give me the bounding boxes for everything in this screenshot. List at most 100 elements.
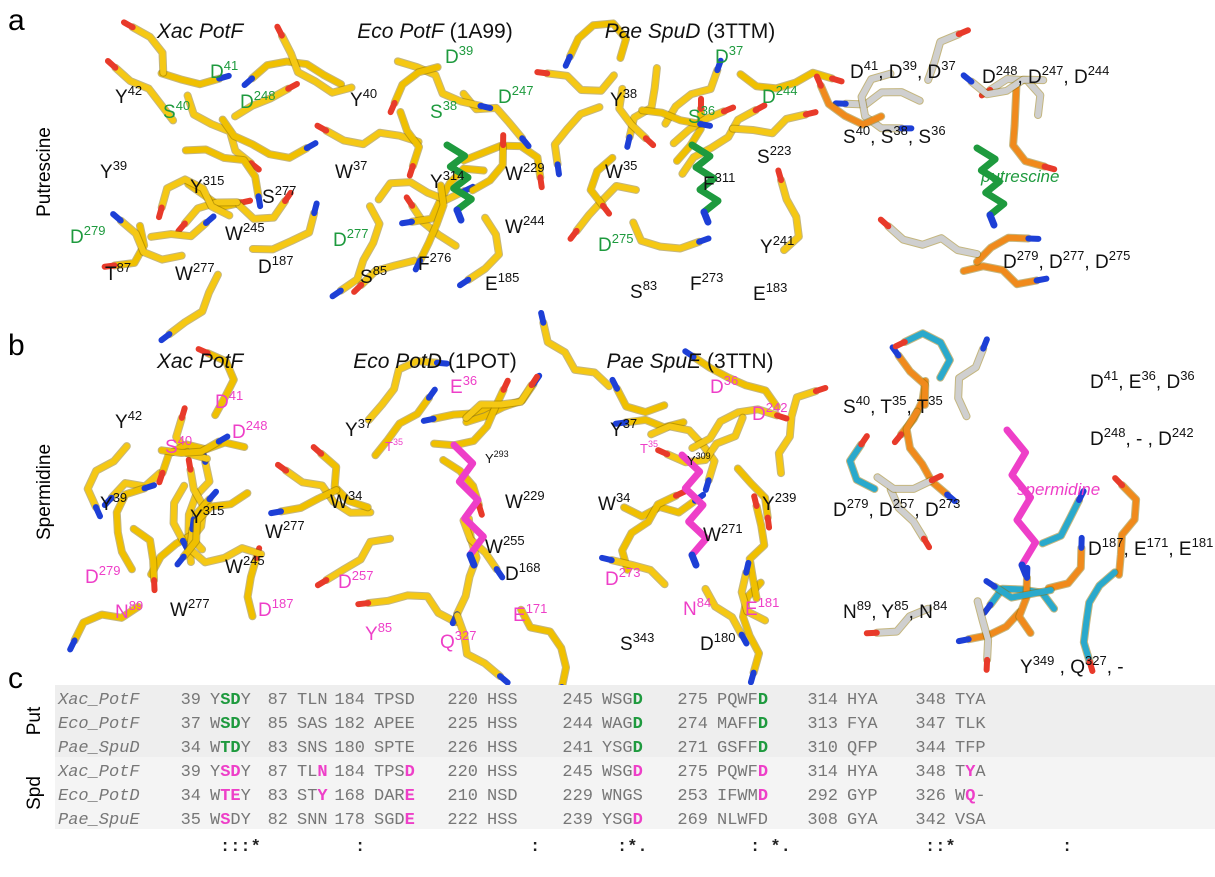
ligand — [973, 144, 1008, 219]
sequence: TLN — [297, 763, 328, 782]
residue-number: 275 — [1109, 248, 1131, 263]
residue-name: W — [598, 494, 616, 515]
stick — [885, 223, 981, 258]
residue-label: D187, E171, E181 — [1088, 535, 1213, 560]
residue-number: 244 — [1088, 63, 1110, 78]
residues: HSS — [487, 739, 518, 758]
residue-number: 89 — [857, 598, 871, 613]
highlighted-residues: D — [633, 715, 643, 734]
residue-label: S40, S38, S36 — [843, 123, 946, 148]
residue-number: 37 — [729, 43, 743, 58]
stick — [278, 32, 355, 96]
stick — [648, 423, 718, 484]
atom-end — [813, 73, 824, 89]
residues: PQWF — [717, 763, 758, 782]
residue-label: T35 — [640, 439, 658, 456]
residues: W — [210, 811, 221, 830]
stick — [566, 20, 630, 61]
residue-number: 277 — [275, 183, 297, 198]
residues: DY — [230, 811, 250, 830]
residue-start: 83 — [268, 787, 288, 806]
residue-start: 34 — [181, 739, 201, 758]
atom-end — [496, 673, 511, 686]
stick — [1010, 82, 1048, 170]
residue-number: 41 — [1104, 368, 1118, 383]
stick — [391, 64, 441, 106]
stick — [873, 605, 932, 636]
residue-number: 244 — [523, 213, 545, 228]
atom-end — [403, 194, 416, 209]
residues: SGD — [374, 811, 405, 830]
residues: WSG — [602, 691, 633, 710]
atom-end — [303, 140, 319, 152]
atom-end — [399, 218, 415, 227]
atom-end — [858, 433, 870, 448]
residue-label: W245 — [225, 220, 265, 245]
residue-number: 327 — [1085, 653, 1107, 668]
residue-name: N — [683, 599, 697, 620]
residues: GYP — [847, 787, 878, 806]
residue-start: 85 — [268, 715, 288, 734]
atom-end — [215, 433, 231, 445]
stick — [664, 414, 746, 466]
sequence: GYA — [847, 811, 878, 830]
atom-end — [202, 213, 217, 227]
residues: YSG — [602, 811, 633, 830]
stick — [846, 441, 878, 492]
atom-end — [562, 53, 573, 69]
panel-letter: a — [8, 4, 25, 37]
sequence: YSDY — [210, 691, 251, 710]
residue-number: 315 — [203, 173, 225, 188]
residues: W — [955, 787, 966, 806]
structure-title: Eco PotF (1A99) — [357, 20, 512, 43]
residue-label: D187 — [258, 253, 293, 278]
atom-end — [537, 174, 545, 191]
residues: WSG — [602, 763, 633, 782]
residue-start: 347 — [915, 715, 946, 734]
residue-name: Y — [485, 451, 494, 466]
atom-end — [738, 631, 750, 647]
residue-name: N — [115, 602, 129, 623]
residue-label: W34 — [598, 490, 630, 515]
atom-end — [700, 208, 712, 226]
residues: TFP — [955, 739, 986, 758]
sequence: WNGS — [602, 787, 643, 806]
residue-label: D244 — [762, 83, 797, 108]
residue-label: Y37 — [345, 416, 372, 441]
residue-name: S — [430, 102, 443, 123]
residue-name: T — [105, 264, 117, 285]
stick — [690, 353, 780, 410]
residue-number: 187 — [272, 253, 294, 268]
sequence: GSFFD — [717, 739, 768, 758]
stick — [323, 127, 422, 148]
residue-name: Y — [350, 90, 363, 111]
residue-number: 245 — [243, 553, 265, 568]
stick — [219, 116, 310, 161]
atom-end — [420, 415, 437, 424]
residues: HYA — [847, 763, 878, 782]
atom-end — [387, 99, 398, 116]
stick — [858, 70, 905, 132]
stick — [113, 485, 148, 573]
residue-number: 245 — [243, 220, 265, 235]
residue-label: W37 — [335, 158, 367, 183]
residue-label: S38 — [430, 98, 457, 123]
stick — [739, 579, 764, 676]
residues: W — [210, 715, 221, 734]
residue-number: 248 — [996, 63, 1018, 78]
highlighted-residues: D — [758, 691, 768, 710]
residue-label: Y315 — [190, 173, 224, 198]
residue-label: Q327 — [440, 628, 476, 653]
residue-start: 292 — [807, 787, 838, 806]
residue-name: Y — [610, 90, 623, 111]
residue-number: 271 — [721, 521, 743, 536]
sequence: HSS — [487, 739, 518, 758]
residue-name: , S — [908, 127, 931, 148]
residue-number: 273 — [702, 270, 724, 285]
residue-label: W277 — [175, 260, 215, 285]
residues: Y — [210, 763, 220, 782]
atom-end — [493, 566, 506, 581]
residue-label: E183 — [753, 280, 787, 305]
residue-start: 178 — [334, 811, 365, 830]
residue-name: W — [265, 522, 283, 543]
